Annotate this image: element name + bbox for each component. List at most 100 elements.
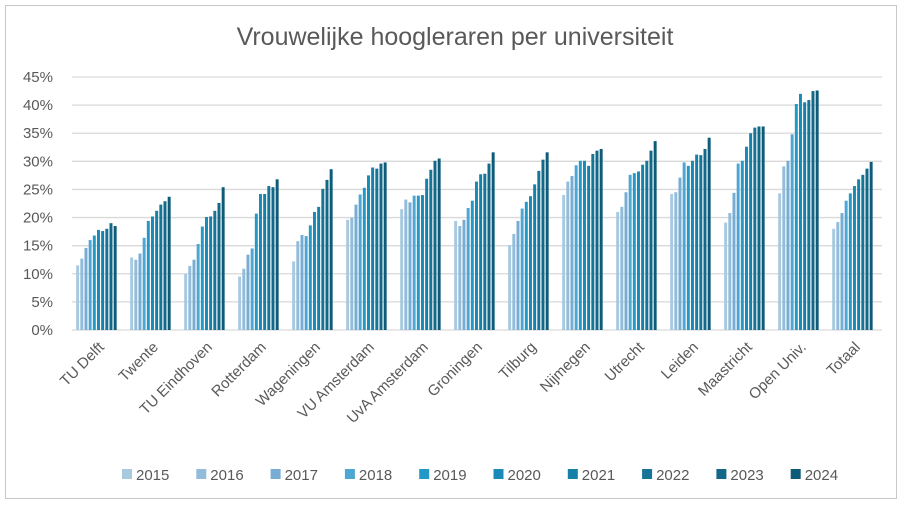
bar-2024 [275, 179, 279, 330]
bar-2019 [578, 160, 582, 330]
bar-2017 [786, 160, 790, 330]
bar-2020 [313, 211, 316, 330]
bar-2016 [566, 181, 570, 330]
bar-2015 [292, 261, 296, 330]
bar-2021 [587, 165, 591, 330]
bar-2017 [300, 234, 304, 330]
bar-2020 [421, 195, 424, 330]
legend-swatch-2017 [270, 469, 281, 479]
bar-2020 [691, 160, 694, 330]
bar-2020 [205, 216, 208, 330]
legend-label: 2021 [582, 467, 615, 484]
bar-2023 [649, 150, 653, 330]
bar-2019 [632, 173, 636, 330]
bar-2016 [242, 268, 246, 330]
bar-2015 [76, 265, 80, 330]
bar-2021 [263, 193, 267, 330]
bar-2023 [163, 201, 167, 330]
bar-2017 [138, 253, 142, 330]
bar-2016 [80, 258, 84, 330]
legend-label: 2019 [433, 467, 466, 484]
bar-2022 [105, 228, 109, 330]
bar-2018 [142, 237, 146, 330]
bar-2022 [375, 168, 379, 330]
bar-2015 [130, 257, 134, 330]
bar-2022 [213, 210, 217, 330]
bar-2017 [732, 192, 736, 330]
legend-label: 2016 [210, 467, 243, 484]
bar-2018 [358, 194, 362, 330]
bar-2019 [362, 187, 366, 330]
x-tick-label: Nijmegen [537, 339, 594, 396]
bar-2016 [674, 192, 678, 330]
x-tick-label: TU Delft [57, 338, 109, 390]
bar-2020 [367, 175, 370, 330]
bar-2021 [209, 216, 213, 330]
legend-swatch-2022 [642, 469, 653, 479]
bar-2021 [803, 102, 807, 330]
bar-2023 [487, 163, 491, 330]
bar-2024 [113, 225, 117, 330]
bar-2015 [184, 273, 188, 330]
bar-2020 [97, 229, 100, 330]
bar-2022 [429, 169, 433, 330]
bar-2023 [109, 223, 113, 330]
bar-2016 [404, 199, 408, 330]
legend-swatch-2023 [716, 469, 727, 479]
bar-2023 [541, 159, 545, 330]
bar-2015 [562, 195, 566, 330]
bar-2018 [196, 243, 200, 330]
bar-2018 [844, 200, 848, 330]
bar-2023 [433, 160, 437, 330]
bar-2016 [458, 225, 462, 330]
bar-2021 [317, 206, 321, 330]
bar-2021 [857, 179, 861, 330]
legend-swatch-2024 [790, 469, 801, 479]
bar-2015 [400, 209, 404, 330]
bar-2018 [412, 195, 416, 330]
bar-2022 [591, 154, 595, 330]
y-tick-label: 40% [23, 97, 53, 114]
bar-2016 [782, 166, 786, 330]
bar-2021 [425, 178, 429, 330]
bar-2024 [383, 162, 387, 330]
bar-2022 [753, 127, 757, 330]
y-tick-label: 45% [23, 69, 53, 86]
bar-2024 [491, 152, 495, 330]
y-tick-label: 25% [23, 181, 53, 198]
x-tick-label: Utrecht [602, 338, 649, 385]
bar-2022 [699, 155, 703, 330]
bar-2016 [296, 241, 300, 330]
bar-2015 [778, 193, 782, 330]
bar-2017 [408, 202, 412, 330]
legend-swatch-2021 [567, 469, 578, 479]
bar-2021 [371, 167, 375, 330]
bar-2020 [745, 146, 748, 330]
bar-2023 [703, 148, 707, 330]
bar-2023 [271, 187, 275, 330]
y-tick-label: 35% [23, 125, 53, 142]
legend-swatch-2018 [344, 469, 355, 479]
x-tick-label: Totaal [824, 339, 864, 379]
bar-2015 [508, 245, 512, 330]
bar-2024 [545, 152, 549, 330]
bar-2021 [533, 184, 537, 330]
y-tick-label: 0% [31, 322, 53, 339]
bar-2018 [790, 134, 794, 330]
legend-swatch-2019 [419, 469, 430, 479]
bar-2016 [134, 259, 138, 330]
bar-2015 [616, 211, 620, 330]
y-tick-label: 15% [23, 238, 53, 255]
bar-2022 [159, 204, 163, 330]
legend-swatch-2016 [196, 469, 207, 479]
bar-2018 [736, 163, 740, 330]
legend-label: 2015 [136, 467, 169, 484]
bar-2017 [354, 204, 358, 330]
bar-2018 [304, 236, 308, 330]
bar-2018 [466, 207, 470, 330]
bar-2018 [250, 248, 254, 330]
y-tick-label: 20% [23, 210, 53, 227]
bar-2019 [254, 213, 258, 330]
bar-2018 [628, 174, 632, 330]
bar-2019 [686, 165, 690, 330]
